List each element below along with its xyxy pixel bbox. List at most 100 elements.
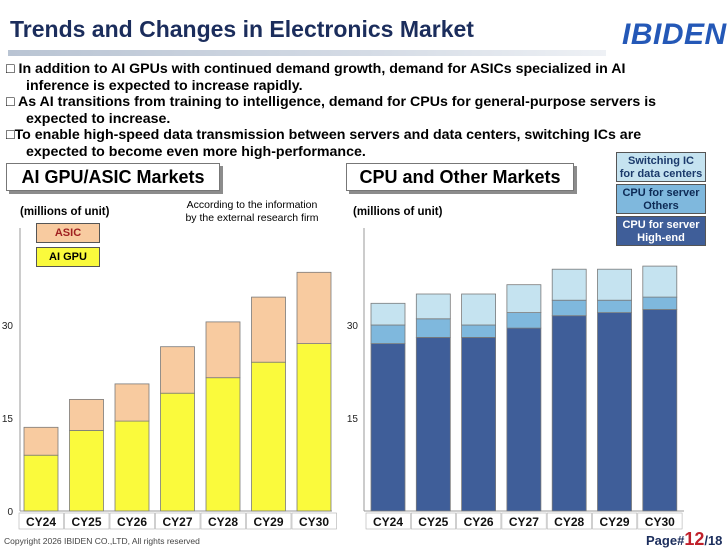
cpu-chart-category-label: CY28 xyxy=(554,515,584,529)
cpu-chart-category-label: CY30 xyxy=(645,515,675,529)
ai-chart-y-tick-label: 15 xyxy=(2,414,14,425)
legend-switching-ic-line-2: for data centers xyxy=(619,168,703,180)
cpu-chart-category-label: CY29 xyxy=(599,515,629,529)
cpu-chart-bar-cy26-series-2 xyxy=(461,293,497,326)
ai-chart-category-cell xyxy=(291,512,337,530)
legend-switching-ic-line-1: Switching IC xyxy=(628,155,694,167)
cpu-chart-bar-cy24-series-1 xyxy=(370,324,406,345)
ai-chart-bar-cy28-series-1 xyxy=(205,321,241,379)
ai-chart-category-cell xyxy=(155,512,201,530)
bullet-3-line-1: □To enable high-speed data transmission … xyxy=(6,127,642,143)
ai-chart-bar-cy30-series-0 xyxy=(296,343,332,512)
ai-chart-bar-cy27-series-1 xyxy=(160,346,195,394)
bullet-list: □ In addition to AI GPUs with continued … xyxy=(6,61,724,160)
ai-market-title: AI GPU/ASIC Markets xyxy=(6,163,220,191)
right-unit-label: (millions of unit) xyxy=(353,206,443,218)
ai-chart-bar-cy28-series-0 xyxy=(205,377,241,512)
page-title: Trends and Changes in Electronics Market xyxy=(10,16,474,42)
page-number: Page#12/18 xyxy=(646,529,722,550)
ai-chart-category-cell xyxy=(109,512,155,530)
ai-chart-category-cell xyxy=(246,512,292,530)
bullet-1-line-2: inference is expected to increase rapidl… xyxy=(26,77,303,94)
cpu-chart-bar-cy24-series-0 xyxy=(370,343,406,512)
legend-cpu-highend-line-2: High-end xyxy=(637,232,685,244)
legend-cpu-highend: CPU for server High-end xyxy=(616,216,706,246)
ai-chart-category-label: CY27 xyxy=(162,515,192,529)
ai-chart-bar-cy26-series-0 xyxy=(114,420,150,512)
cpu-market-title: CPU and Other Markets xyxy=(346,163,574,191)
cpu-chart-bar-cy27-series-2 xyxy=(506,284,542,314)
ai-chart-bar-cy24-series-0 xyxy=(23,454,59,512)
cpu-chart-category-cell xyxy=(365,512,411,530)
ai-chart-category-label: CY28 xyxy=(208,515,238,529)
ai-chart-category-cell xyxy=(64,512,110,530)
cpu-chart-bar-cy28-series-1 xyxy=(551,299,587,317)
cpu-chart-bar-cy27-series-1 xyxy=(506,312,542,329)
legend-ai-gpu: AI GPU xyxy=(36,247,100,267)
cpu-chart-category-label: CY26 xyxy=(464,515,494,529)
cpu-chart-category-cell xyxy=(592,512,638,530)
ai-chart-bar-cy29-series-1 xyxy=(251,296,286,363)
cpu-chart-bar-cy26-series-0 xyxy=(461,336,497,512)
cpu-chart-bar-cy24-series-2 xyxy=(370,302,406,326)
ai-chart-category-label: CY30 xyxy=(299,515,329,529)
legend-cpu-others-line-2: Others xyxy=(643,200,679,212)
bullet-2-line-1: □ As AI transitions from training to int… xyxy=(6,94,657,110)
cpu-chart-bar-cy30-series-1 xyxy=(642,296,678,310)
cpu-chart-category-label: CY24 xyxy=(373,515,403,529)
cpu-chart-bar-cy25-series-2 xyxy=(415,293,451,320)
ai-chart-bar-cy29-series-0 xyxy=(251,361,286,512)
legend-cpu-highend-line-1: CPU for server xyxy=(622,219,700,231)
cpu-chart-y-tick-label: 30 xyxy=(347,321,359,332)
cpu-chart-bar-cy25-series-0 xyxy=(415,336,451,512)
legend-cpu-others-line-1: CPU for server xyxy=(622,187,700,199)
cpu-chart-category-cell xyxy=(546,512,592,530)
copyright: Copyright 2026 IBIDEN CO.,LTD, All right… xyxy=(4,536,200,546)
cpu-chart-bar-cy26-series-1 xyxy=(461,324,497,338)
cpu-chart-category-label: CY25 xyxy=(418,515,448,529)
page-prefix: Page# xyxy=(646,533,685,548)
ai-chart-y-tick-label: 0 xyxy=(7,507,13,518)
ai-chart-category-label: CY26 xyxy=(117,515,147,529)
ai-chart-bar-cy26-series-1 xyxy=(114,383,150,422)
cpu-chart-category-cell xyxy=(410,512,456,530)
cpu-chart-category-cell xyxy=(501,512,547,530)
bullet-2-line-2: expected to increase. xyxy=(26,110,171,127)
legend-ai-gpu-label: AI GPU xyxy=(49,251,87,263)
cpu-chart-bar-cy25-series-1 xyxy=(415,318,451,338)
page-current: 12 xyxy=(684,529,705,549)
ai-chart-category-label: CY25 xyxy=(71,515,101,529)
cpu-chart-bar-cy27-series-0 xyxy=(506,327,542,512)
company-logo: IBIDEN xyxy=(622,18,727,51)
cpu-chart-category-label: CY27 xyxy=(509,515,539,529)
source-note: According to the information by the exte… xyxy=(158,199,346,225)
legend-asic-label: ASIC xyxy=(54,227,82,239)
ai-chart-category-label: CY29 xyxy=(253,515,283,529)
ai-chart-bar-cy27-series-0 xyxy=(160,392,195,512)
cpu-chart-bar-cy29-series-2 xyxy=(597,268,632,301)
source-note-line-2: by the external research firm xyxy=(185,212,319,224)
page-total: /18 xyxy=(704,533,723,548)
cpu-chart-category-cell xyxy=(456,512,502,530)
legend-switching-ic: Switching IC for data centers xyxy=(616,152,706,182)
ai-chart-y-tick-label: 30 xyxy=(2,321,14,332)
ai-chart-category-cell xyxy=(200,512,246,530)
cpu-chart-category-cell xyxy=(637,512,683,530)
ai-chart-category-label: CY24 xyxy=(26,515,56,529)
ai-chart-bar-cy24-series-1 xyxy=(23,426,59,456)
cpu-chart-bar-cy28-series-2 xyxy=(551,268,587,301)
cpu-chart-y-tick-label: 15 xyxy=(347,414,359,425)
cpu-chart-bar-cy30-series-2 xyxy=(642,265,678,298)
title-underline xyxy=(8,50,606,56)
bullet-1-line-1: □ In addition to AI GPUs with continued … xyxy=(6,61,626,77)
source-note-line-1: According to the information xyxy=(186,199,318,211)
legend-cpu-others: CPU for server Others xyxy=(616,184,706,214)
bullet-3-line-2: expected to become even more high-perfor… xyxy=(26,143,366,160)
cpu-chart-bar-cy29-series-0 xyxy=(597,312,632,512)
left-unit-label: (millions of unit) xyxy=(20,206,110,218)
ai-chart-bar-cy25-series-0 xyxy=(69,429,104,512)
cpu-chart-bar-cy28-series-0 xyxy=(551,315,587,512)
cpu-chart-bar-cy30-series-0 xyxy=(642,309,678,512)
ai-chart-bar-cy25-series-1 xyxy=(69,398,104,431)
